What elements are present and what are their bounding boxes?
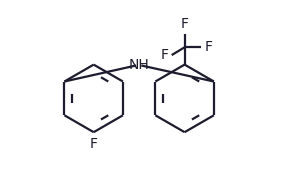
Text: F: F — [180, 17, 189, 32]
Text: F: F — [204, 40, 212, 54]
Text: NH: NH — [128, 58, 149, 72]
Text: F: F — [90, 137, 98, 150]
Text: F: F — [160, 48, 168, 62]
